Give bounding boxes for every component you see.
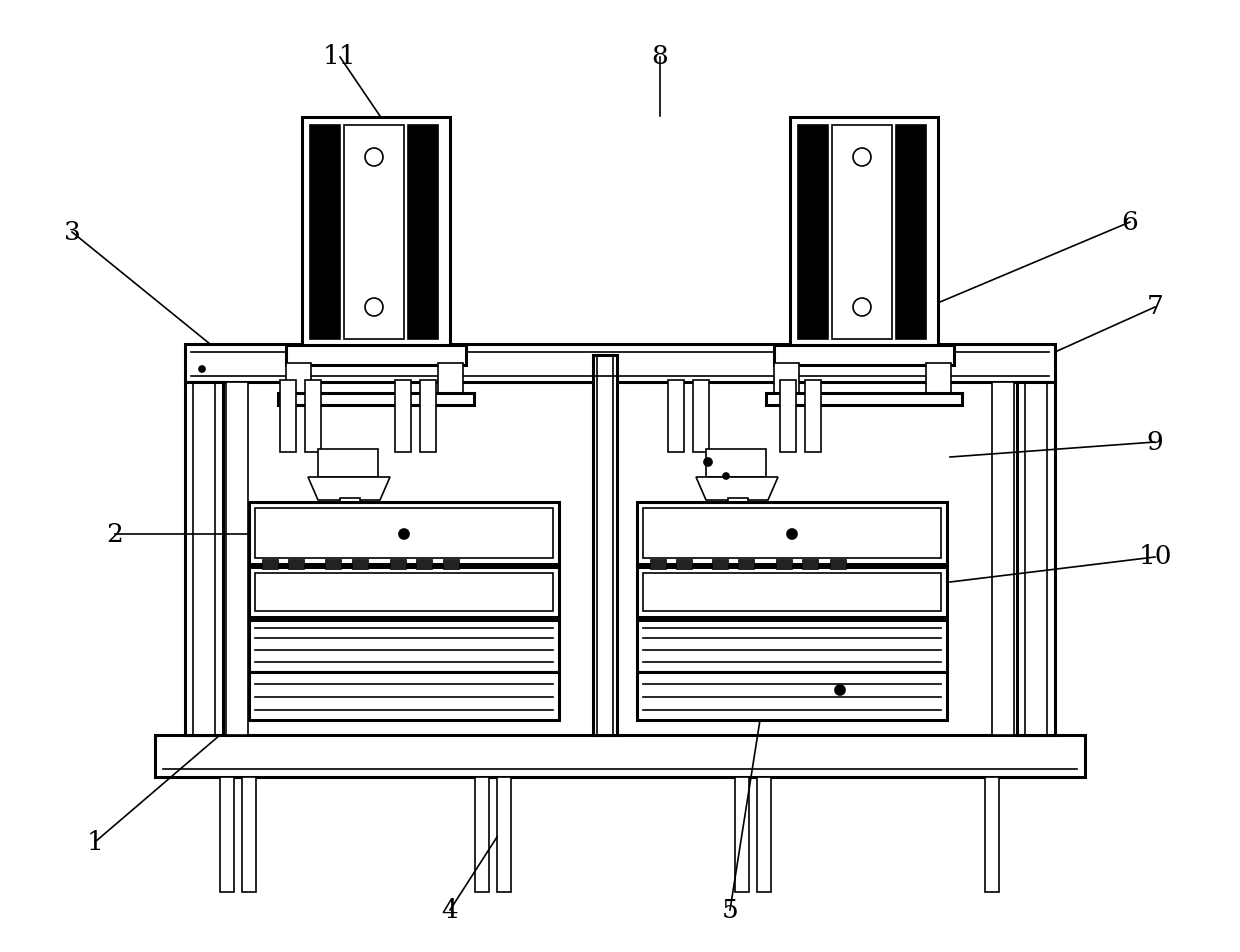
Bar <box>802 559 818 569</box>
Polygon shape <box>720 520 754 534</box>
Bar <box>644 508 941 558</box>
Text: 3: 3 <box>63 220 81 245</box>
Bar <box>343 125 404 339</box>
Bar <box>325 559 341 569</box>
Polygon shape <box>308 477 391 500</box>
Bar <box>185 344 1055 382</box>
Polygon shape <box>696 477 777 500</box>
Bar <box>799 125 828 339</box>
Bar <box>280 380 296 452</box>
Bar <box>644 573 941 611</box>
Bar <box>676 559 692 569</box>
Bar <box>155 735 1085 777</box>
Circle shape <box>198 366 205 372</box>
Bar <box>706 449 766 477</box>
Bar <box>288 559 304 569</box>
Bar <box>408 125 438 339</box>
Bar <box>766 393 962 405</box>
Circle shape <box>787 529 797 539</box>
Bar <box>650 559 666 569</box>
Bar <box>830 559 846 569</box>
Bar <box>593 355 618 735</box>
Bar <box>735 777 749 892</box>
Bar <box>728 498 748 520</box>
Bar <box>415 559 432 569</box>
Bar <box>637 567 947 617</box>
Bar <box>756 777 771 892</box>
Bar <box>992 382 1014 735</box>
Bar <box>693 380 709 452</box>
Bar <box>790 117 937 347</box>
Bar <box>249 672 559 720</box>
Bar <box>497 777 511 892</box>
Text: 4: 4 <box>441 898 459 922</box>
Circle shape <box>723 473 729 479</box>
Circle shape <box>835 685 844 695</box>
Text: 11: 11 <box>324 45 357 69</box>
Bar <box>391 559 405 569</box>
Text: 8: 8 <box>652 45 668 69</box>
Bar <box>255 508 553 558</box>
Bar <box>776 559 792 569</box>
Bar <box>443 559 459 569</box>
Bar <box>255 573 553 611</box>
Bar <box>317 449 378 477</box>
Bar <box>637 620 947 672</box>
Bar <box>832 125 892 339</box>
Bar <box>985 777 999 892</box>
Bar <box>396 380 410 452</box>
Bar <box>1017 382 1055 735</box>
Text: 9: 9 <box>1147 429 1163 454</box>
Polygon shape <box>332 520 366 534</box>
Bar <box>278 393 474 405</box>
Bar <box>897 125 926 339</box>
Bar <box>774 345 954 365</box>
Bar <box>249 502 559 564</box>
Bar <box>303 117 450 347</box>
Bar <box>712 559 728 569</box>
Bar <box>637 502 947 564</box>
Bar <box>780 380 796 452</box>
Bar <box>310 125 340 339</box>
Text: 5: 5 <box>722 898 738 922</box>
Bar <box>805 380 821 452</box>
Bar <box>340 498 360 520</box>
Text: 2: 2 <box>107 522 124 546</box>
Circle shape <box>399 529 409 539</box>
Bar <box>475 777 489 892</box>
Bar <box>774 363 799 397</box>
Bar <box>286 363 311 397</box>
Circle shape <box>704 458 712 466</box>
Bar <box>738 559 754 569</box>
Bar <box>926 363 951 397</box>
Bar <box>286 345 466 365</box>
Bar <box>185 382 223 735</box>
Bar <box>637 672 947 720</box>
Bar <box>249 620 559 672</box>
Bar <box>242 777 255 892</box>
Bar <box>420 380 436 452</box>
Bar <box>249 567 559 617</box>
Bar <box>438 363 463 397</box>
Bar <box>262 559 278 569</box>
Text: 7: 7 <box>1147 294 1163 320</box>
Bar <box>352 559 368 569</box>
Text: 10: 10 <box>1138 545 1172 569</box>
Bar <box>219 777 234 892</box>
Bar <box>305 380 321 452</box>
Text: 6: 6 <box>1122 209 1138 234</box>
Bar <box>668 380 684 452</box>
Bar <box>226 382 248 735</box>
Text: 1: 1 <box>87 829 103 855</box>
